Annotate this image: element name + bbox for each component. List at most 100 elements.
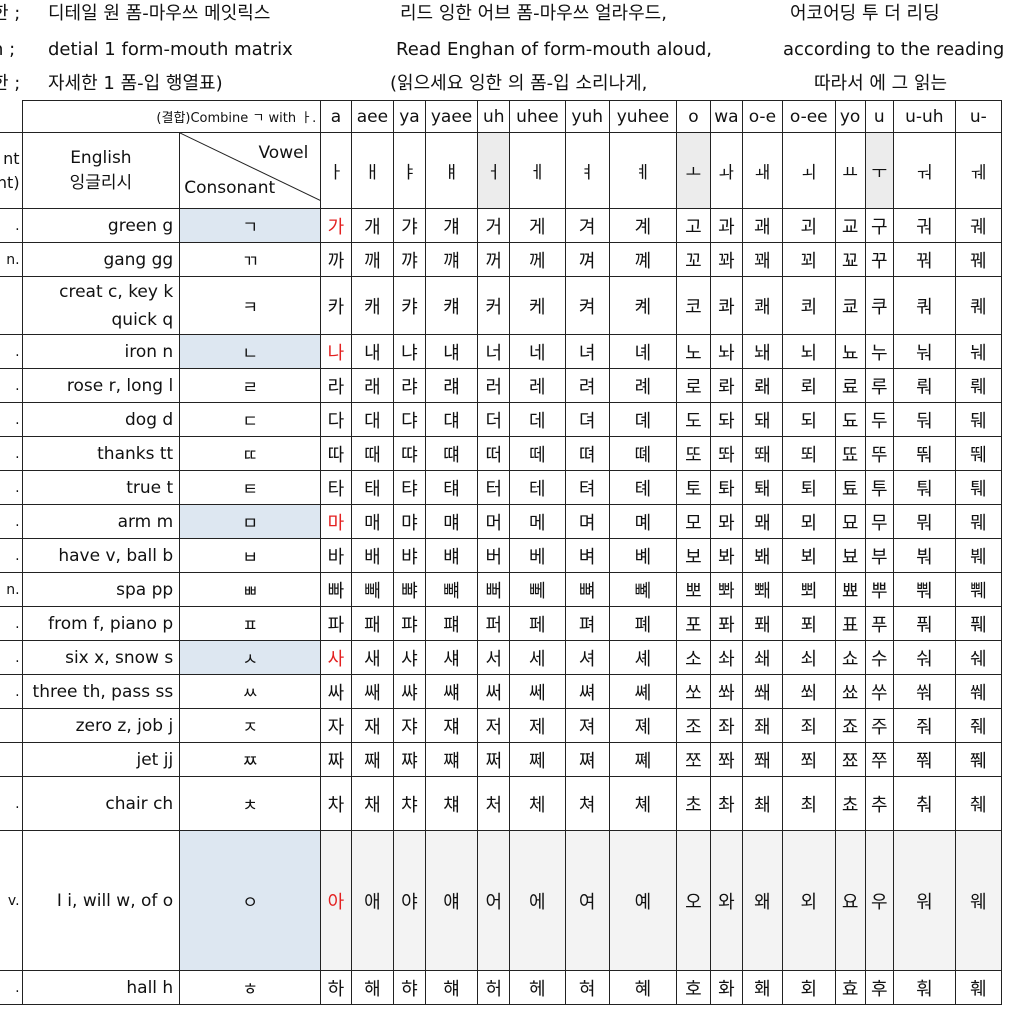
syllable-cell: 췌 bbox=[954, 776, 1003, 831]
left-head-2: nt) bbox=[0, 172, 20, 192]
combine-label: (결합)Combine ㄱ with ㅏ. bbox=[21, 100, 322, 133]
syllable-cell: 머 bbox=[477, 504, 511, 539]
syllable-cell: 뵤 bbox=[834, 538, 866, 573]
english-label: English bbox=[70, 148, 132, 168]
syllable-cell: 퀘 bbox=[954, 276, 1003, 335]
vowel-roman: a bbox=[320, 100, 352, 133]
syllable-cell: 어 bbox=[477, 830, 511, 971]
syllable-cell: 부 bbox=[864, 538, 895, 573]
syllable-cell: 또 bbox=[676, 436, 711, 471]
syllable-cell: 뫄 bbox=[709, 504, 743, 539]
consonant-row: . three th, pass ss ㅆ 싸 쌔 쌰 썌 써 쎄 쎠 쎼 쏘 쏴 쐐 쐬 쑈 쑤 쒀 쒜 bbox=[0, 674, 1003, 709]
vowel-jamo: ㅞ bbox=[954, 132, 1003, 209]
syllable-cell: 예 bbox=[608, 830, 678, 971]
syllable-cell: 뭐 bbox=[893, 504, 956, 539]
vowel-roman-row: (결합)Combine ㄱ with ㅏ. a aee ya yaee uh u… bbox=[0, 100, 1003, 133]
syllable-cell: 쾌 bbox=[741, 276, 783, 335]
syllable-cell: 후 bbox=[864, 970, 895, 1005]
syllable-cell: 쇄 bbox=[741, 640, 783, 675]
syllable-cell: 퐤 bbox=[741, 606, 783, 641]
syllable-cell: 걔 bbox=[424, 208, 479, 243]
english-example-text: zero z, job j bbox=[75, 715, 174, 736]
left-head: nt nt) bbox=[0, 132, 23, 209]
syllable-cell: 바 bbox=[320, 538, 352, 573]
syllable-cell: 퇴 bbox=[781, 470, 836, 505]
consonant-jamo: ㄹ bbox=[179, 368, 322, 403]
english-example: six x, snow s bbox=[21, 640, 181, 675]
syllable-cell: 떼 bbox=[509, 436, 566, 471]
syllable-cell: 괴 bbox=[781, 208, 836, 243]
syllable-cell: 고 bbox=[676, 208, 711, 243]
syllable-cell: 투 bbox=[864, 470, 895, 505]
syllable-cell: 땨 bbox=[393, 436, 426, 471]
english-example: iron n bbox=[21, 334, 181, 369]
english-example: three th, pass ss bbox=[21, 674, 181, 709]
consonant-jamo: ㅍ bbox=[179, 606, 322, 641]
syllable-cell: 갸 bbox=[393, 208, 426, 243]
header-cell: (읽으세요 잉한 의 폼-입 소리나게, bbox=[390, 73, 648, 94]
syllable-cell: 둬 bbox=[893, 402, 956, 437]
left-mark: . bbox=[0, 436, 23, 471]
syllable-cell: 캬 bbox=[393, 276, 426, 335]
syllable-cell: 쀄 bbox=[954, 572, 1003, 607]
vowel-roman: aee bbox=[350, 100, 395, 133]
vowel-jamo: ㅛ bbox=[834, 132, 866, 209]
consonant-row: n. spa pp ㅃ 빠 빼 뺘 뺴 뻐 뻬 뼈 뼤 뽀 뽜 뽸 뾔 뾰 뿌 뿨 쀄 bbox=[0, 572, 1003, 607]
syllable-cell: 먀 bbox=[393, 504, 426, 539]
syllable-cell: 아 bbox=[320, 830, 352, 971]
syllable-cell: 케 bbox=[509, 276, 566, 335]
english-header: English 잉글리시 bbox=[21, 132, 181, 209]
syllable-cell: 쩨 bbox=[509, 742, 566, 777]
syllable-cell: 커 bbox=[477, 276, 511, 335]
syllable-cell: 되 bbox=[781, 402, 836, 437]
syllable-cell: 계 bbox=[608, 208, 678, 243]
english-example-text: have v, ball b bbox=[58, 545, 174, 566]
vowel-roman: o-ee bbox=[781, 100, 836, 133]
syllable-cell: 꾸 bbox=[864, 242, 895, 277]
syllable-cell: 쬐 bbox=[781, 742, 836, 777]
consonant-jamo: ㅁ bbox=[179, 504, 322, 539]
vowel-roman: yuhee bbox=[608, 100, 678, 133]
vowel-jamo: ㅗ bbox=[676, 132, 711, 209]
vowel-jamo: ㅓ bbox=[477, 132, 511, 209]
syllable-cell: 뾔 bbox=[781, 572, 836, 607]
syllable-cell: 챠 bbox=[393, 776, 426, 831]
left-mark: . bbox=[0, 504, 23, 539]
left-corner bbox=[0, 100, 23, 133]
syllable-cell: 더 bbox=[477, 402, 511, 437]
left-mark: . bbox=[0, 674, 23, 709]
syllable-cell: 뻐 bbox=[477, 572, 511, 607]
vowel-roman: uh bbox=[477, 100, 511, 133]
syllable-cell: 겨 bbox=[564, 208, 610, 243]
syllable-cell: 햬 bbox=[424, 970, 479, 1005]
syllable-cell: 줘 bbox=[893, 708, 956, 743]
syllable-cell: 파 bbox=[320, 606, 352, 641]
syllable-cell: 뵈 bbox=[781, 538, 836, 573]
syllable-cell: 모 bbox=[676, 504, 711, 539]
syllable-cell: 놔 bbox=[709, 334, 743, 369]
syllable-cell: 떄 bbox=[424, 436, 479, 471]
syllable-cell: 꾀 bbox=[781, 242, 836, 277]
syllable-cell: 째 bbox=[350, 742, 395, 777]
syllable-cell: 켸 bbox=[608, 276, 678, 335]
syllable-cell: 푀 bbox=[781, 606, 836, 641]
syllable-cell: 쌔 bbox=[350, 674, 395, 709]
syllable-cell: 구 bbox=[864, 208, 895, 243]
syllable-cell: 요 bbox=[834, 830, 866, 971]
left-mark: . bbox=[0, 970, 23, 1005]
header-cell: 따라서 에 그 읽는 bbox=[814, 73, 948, 94]
syllable-cell: 때 bbox=[350, 436, 395, 471]
english-example-text: from f, piano p bbox=[48, 613, 174, 634]
syllable-cell: 봐 bbox=[709, 538, 743, 573]
syllable-cell: 료 bbox=[834, 368, 866, 403]
syllable-cell: 롸 bbox=[709, 368, 743, 403]
syllable-cell: 챼 bbox=[424, 776, 479, 831]
syllable-cell: 쉐 bbox=[954, 640, 1003, 675]
vowel-roman: ya bbox=[393, 100, 426, 133]
english-example: gang gg bbox=[21, 242, 181, 277]
syllable-cell: 타 bbox=[320, 470, 352, 505]
syllable-cell: 재 bbox=[350, 708, 395, 743]
